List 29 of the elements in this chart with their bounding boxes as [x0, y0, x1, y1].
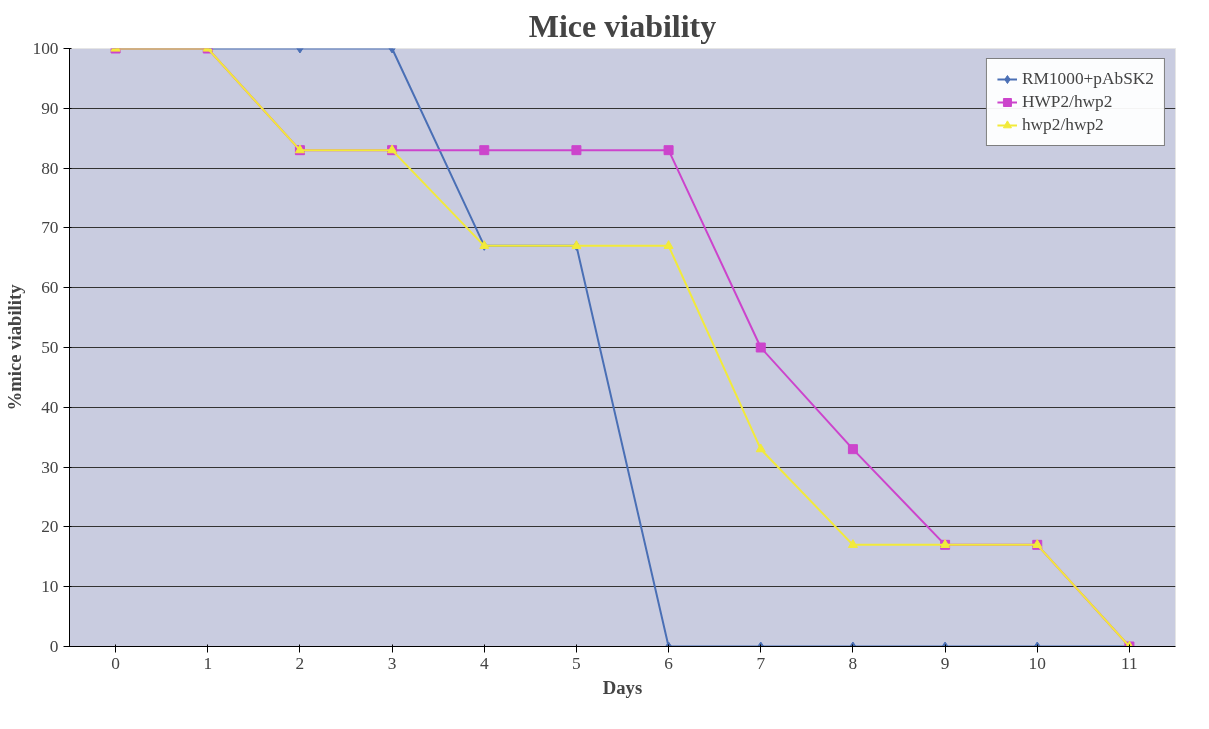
- x-tick-label: 9: [940, 653, 950, 673]
- x-tick-label: 2: [295, 653, 305, 673]
- x-tick-label: 8: [848, 653, 858, 673]
- legend-label: RM1000+pAbSK2: [1021, 69, 1154, 89]
- y-tick-label: 10: [41, 577, 59, 597]
- x-tick-label: 11: [1121, 653, 1138, 673]
- y-tick-label: 70: [41, 218, 59, 238]
- x-axis-title: Days: [602, 676, 643, 698]
- x-tick-label: 6: [664, 653, 674, 673]
- y-tick-label: 0: [49, 637, 59, 656]
- x-tick-label: 4: [479, 653, 489, 673]
- y-tick-label: 90: [41, 98, 59, 118]
- legend-label: hwp2/hwp2: [1021, 115, 1104, 135]
- y-tick-label: 60: [41, 278, 59, 298]
- x-tick-label: 3: [387, 653, 397, 673]
- y-tick-label: 50: [41, 338, 59, 357]
- x-tick-label: 1: [203, 653, 213, 673]
- legend-label: HWP2/hwp2: [1021, 92, 1113, 112]
- chart-title: Mice viability: [528, 7, 717, 44]
- x-tick-label: 7: [756, 653, 766, 673]
- x-tick-label: 0: [111, 653, 120, 673]
- y-tick-label: 30: [41, 457, 59, 477]
- y-tick-label: 100: [32, 39, 59, 58]
- y-tick-label: 40: [41, 397, 59, 417]
- y-tick-label: 80: [41, 158, 59, 178]
- x-tick-label: 5: [572, 653, 581, 673]
- y-tick-label: 20: [41, 517, 59, 537]
- y-axis-title: %mice viability: [3, 283, 25, 411]
- x-tick-label: 10: [1028, 653, 1046, 673]
